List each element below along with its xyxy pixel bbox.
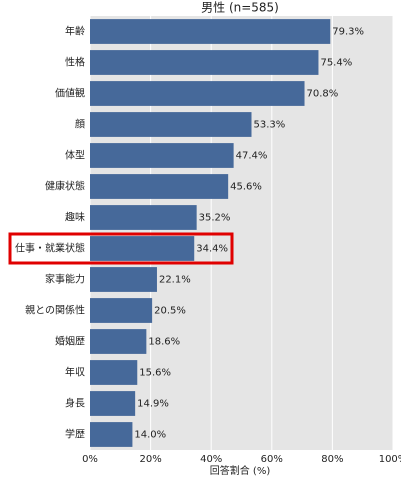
value-label: 34.4% (196, 244, 228, 255)
value-label: 22.1% (159, 275, 191, 286)
bar (90, 329, 147, 354)
y-tick-label: 年収 (65, 366, 85, 379)
value-label: 15.6% (139, 368, 171, 379)
y-tick-label: 健康状態 (45, 180, 85, 193)
chart-title: 男性 (n=585) (201, 1, 279, 15)
y-tick-label: 趣味 (65, 211, 85, 224)
bar (90, 422, 133, 447)
bar (90, 267, 157, 292)
highlight-box (8, 232, 234, 265)
value-label: 18.6% (148, 337, 180, 348)
y-tick-label: 家事能力 (45, 273, 85, 286)
y-tick-label: 顔 (75, 118, 85, 131)
bar (90, 236, 195, 261)
bar (90, 391, 136, 416)
bar (90, 112, 252, 137)
bar (90, 81, 305, 106)
value-label: 35.2% (199, 213, 231, 224)
value-label: 47.4% (236, 151, 268, 162)
x-tick-label: 100% (379, 454, 401, 465)
y-tick-label: 身長 (65, 397, 85, 410)
x-tick-label: 60% (261, 454, 283, 465)
bar (90, 19, 331, 44)
y-tick-label: 仕事・就業状態 (15, 242, 85, 255)
x-axis-label: 回答割合 (%) (210, 464, 271, 477)
value-label: 45.6% (230, 182, 262, 193)
y-tick-label: 婚姻歴 (55, 335, 85, 348)
bar (90, 174, 229, 199)
y-tick-label: 体型 (65, 149, 85, 162)
value-label: 14.9% (137, 399, 169, 410)
x-tick-label: 40% (200, 454, 222, 465)
bar (90, 205, 197, 230)
value-label: 75.4% (320, 58, 352, 69)
y-tick-label: 価値観 (55, 87, 85, 100)
value-label: 53.3% (253, 120, 285, 131)
bar (90, 360, 138, 385)
value-label: 79.3% (332, 27, 364, 38)
x-tick-label: 80% (321, 454, 343, 465)
bar (90, 143, 234, 168)
x-tick-label: 0% (82, 454, 98, 465)
y-tick-label: 学歴 (65, 428, 85, 441)
bar (90, 298, 153, 323)
value-label: 20.5% (154, 306, 186, 317)
value-label: 14.0% (134, 430, 166, 441)
y-tick-label: 年齢 (65, 25, 85, 38)
y-tick-label: 親との関係性 (25, 304, 85, 317)
bar (90, 50, 319, 75)
x-tick-label: 20% (139, 454, 161, 465)
value-label: 70.8% (307, 89, 339, 100)
y-tick-label: 性格 (65, 56, 85, 69)
